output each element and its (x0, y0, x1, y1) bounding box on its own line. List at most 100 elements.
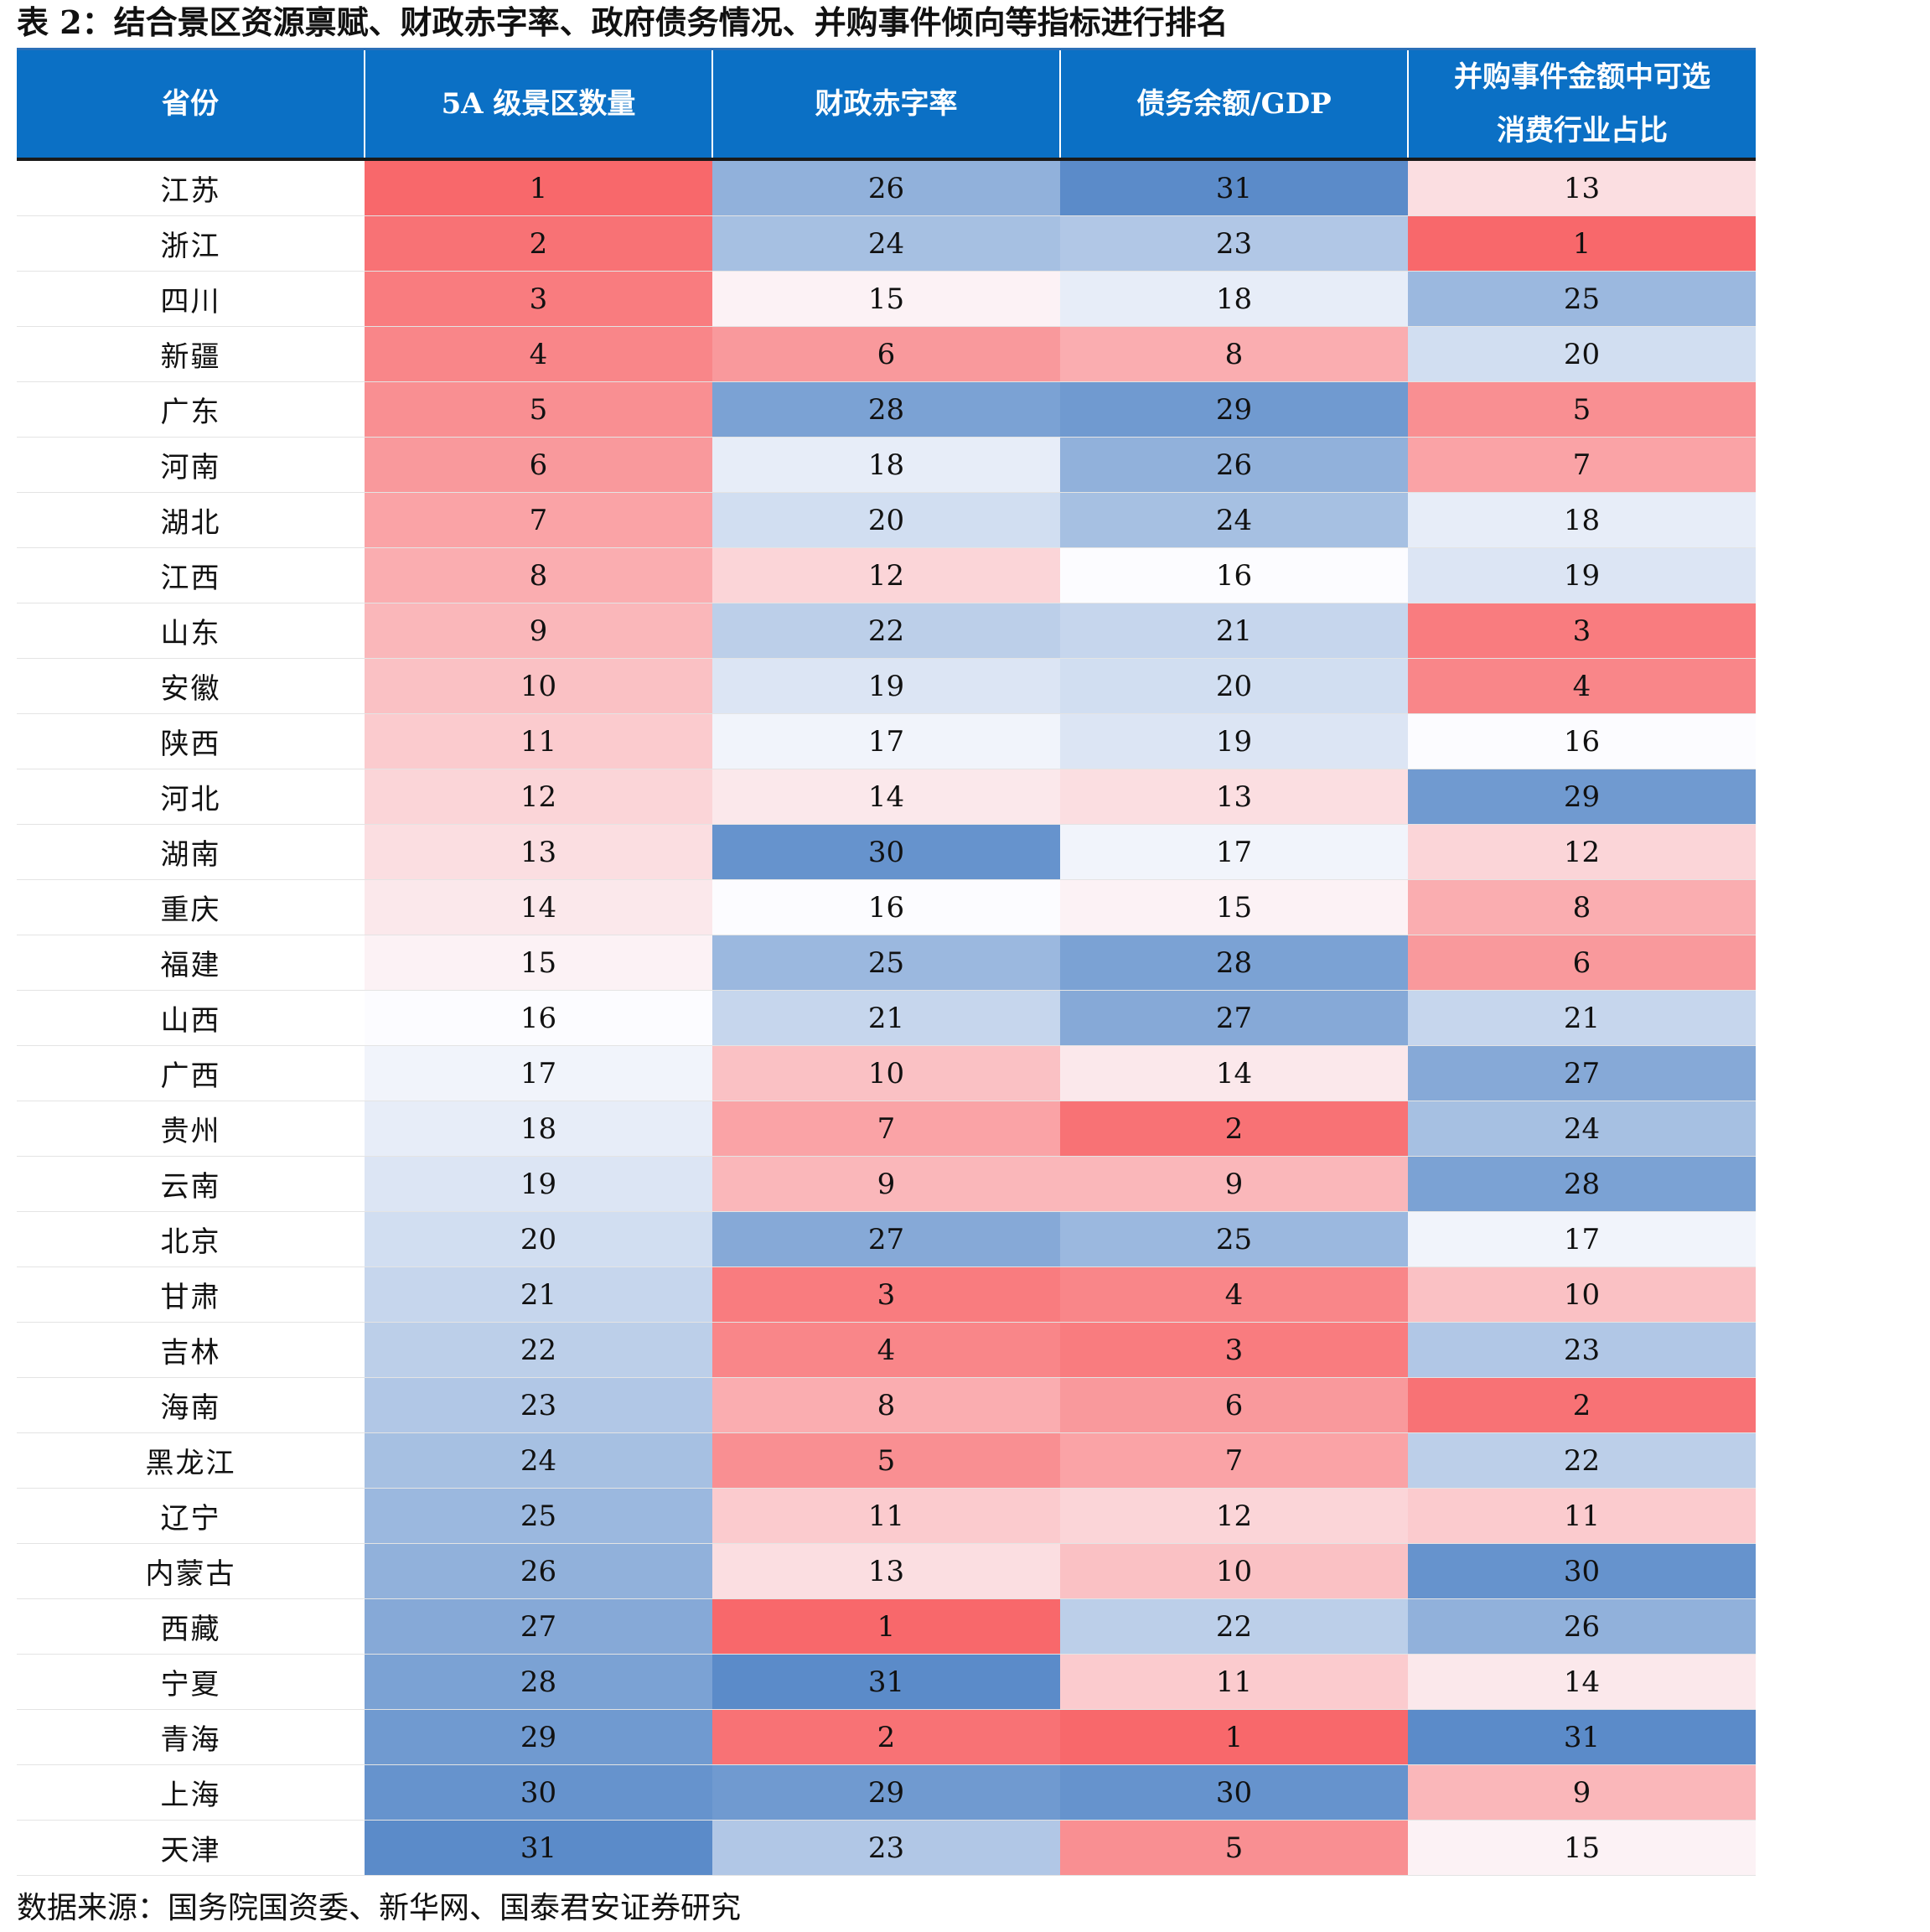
province-name: 宁夏 (17, 1654, 365, 1710)
province-name: 吉林 (17, 1322, 365, 1378)
5a-scenic-rank-cell: 3 (365, 271, 712, 327)
ma-consumer-rank-cell: 21 (1408, 990, 1756, 1046)
province-name: 海南 (17, 1377, 365, 1433)
province-name: 云南 (17, 1156, 365, 1212)
fiscal-deficit-rank-cell: 23 (712, 1820, 1060, 1876)
5a-scenic-rank-cell: 16 (365, 990, 712, 1046)
ma-consumer-rank-cell: 15 (1408, 1820, 1756, 1876)
5a-scenic-rank-cell: 20 (365, 1211, 712, 1267)
fiscal-deficit-rank-cell: 3 (712, 1266, 1060, 1323)
province-name: 河南 (17, 437, 365, 493)
5a-scenic-rank-cell: 10 (365, 658, 712, 714)
table-row: 吉林 22 4 3 23 (17, 1322, 1756, 1378)
province-name: 湖南 (17, 824, 365, 880)
fiscal-deficit-rank-cell: 25 (712, 935, 1060, 991)
debt-gdp-rank-cell: 10 (1060, 1543, 1408, 1599)
table-row: 新疆 4 6 8 20 (17, 326, 1756, 382)
ma-consumer-rank-cell: 27 (1408, 1045, 1756, 1101)
debt-gdp-rank-cell: 28 (1060, 935, 1408, 991)
debt-gdp-rank-cell: 2 (1060, 1101, 1408, 1157)
header-province: 省份 (17, 50, 365, 159)
ma-consumer-rank-cell: 28 (1408, 1156, 1756, 1212)
debt-gdp-rank-cell: 21 (1060, 603, 1408, 659)
5a-scenic-rank-cell: 25 (365, 1488, 712, 1544)
fiscal-deficit-rank-cell: 22 (712, 603, 1060, 659)
5a-scenic-rank-cell: 30 (365, 1764, 712, 1821)
debt-gdp-rank-cell: 20 (1060, 658, 1408, 714)
5a-scenic-rank-cell: 22 (365, 1322, 712, 1378)
table-row: 上海 30 29 30 9 (17, 1764, 1756, 1821)
table-row: 西藏 27 1 22 26 (17, 1598, 1756, 1655)
5a-scenic-rank-cell: 21 (365, 1266, 712, 1323)
ma-consumer-rank-cell: 3 (1408, 603, 1756, 659)
province-name: 内蒙古 (17, 1543, 365, 1599)
table-row: 黑龙江 24 5 7 22 (17, 1432, 1756, 1489)
province-name: 天津 (17, 1820, 365, 1876)
table-row: 浙江 2 24 23 1 (17, 215, 1756, 272)
table-row: 河北 12 14 13 29 (17, 769, 1756, 825)
table-row: 贵州 18 7 2 24 (17, 1101, 1756, 1157)
table-row: 内蒙古 26 13 10 30 (17, 1543, 1756, 1599)
province-name: 福建 (17, 935, 365, 991)
5a-scenic-rank-cell: 19 (365, 1156, 712, 1212)
ma-consumer-rank-cell: 5 (1408, 381, 1756, 438)
province-name: 江苏 (17, 161, 365, 216)
fiscal-deficit-rank-cell: 12 (712, 547, 1060, 603)
province-name: 黑龙江 (17, 1432, 365, 1489)
fiscal-deficit-rank-cell: 7 (712, 1101, 1060, 1157)
5a-scenic-rank-cell: 31 (365, 1820, 712, 1876)
table-row: 宁夏 28 31 11 14 (17, 1654, 1756, 1710)
5a-scenic-rank-cell: 23 (365, 1377, 712, 1433)
fiscal-deficit-rank-cell: 30 (712, 824, 1060, 880)
table-row: 云南 19 9 9 28 (17, 1156, 1756, 1212)
table-row: 河南 6 18 26 7 (17, 437, 1756, 493)
header-ma-line2: 消费行业占比 (1497, 114, 1668, 148)
ma-consumer-rank-cell: 31 (1408, 1709, 1756, 1765)
5a-scenic-rank-cell: 18 (365, 1101, 712, 1157)
table-row: 青海 29 2 1 31 (17, 1709, 1756, 1765)
5a-scenic-rank-cell: 9 (365, 603, 712, 659)
debt-gdp-rank-cell: 25 (1060, 1211, 1408, 1267)
ma-consumer-rank-cell: 20 (1408, 326, 1756, 382)
fiscal-deficit-rank-cell: 11 (712, 1488, 1060, 1544)
province-name: 安徽 (17, 658, 365, 714)
fiscal-deficit-rank-cell: 29 (712, 1764, 1060, 1821)
5a-scenic-rank-cell: 6 (365, 437, 712, 493)
province-name: 辽宁 (17, 1488, 365, 1544)
debt-gdp-rank-cell: 22 (1060, 1598, 1408, 1655)
header-fiscal-deficit-rate: 财政赤字率 (711, 50, 1060, 159)
province-name: 山西 (17, 990, 365, 1046)
province-name: 北京 (17, 1211, 365, 1267)
ma-consumer-rank-cell: 24 (1408, 1101, 1756, 1157)
table-row: 江苏 1 26 31 13 (17, 161, 1756, 216)
province-name: 河北 (17, 769, 365, 825)
debt-gdp-rank-cell: 5 (1060, 1820, 1408, 1876)
ma-consumer-rank-cell: 22 (1408, 1432, 1756, 1489)
debt-gdp-rank-cell: 19 (1060, 713, 1408, 769)
table-row: 湖南 13 30 17 12 (17, 824, 1756, 880)
5a-scenic-rank-cell: 26 (365, 1543, 712, 1599)
fiscal-deficit-rank-cell: 13 (712, 1543, 1060, 1599)
province-name: 甘肃 (17, 1266, 365, 1323)
fiscal-deficit-rank-cell: 31 (712, 1654, 1060, 1710)
debt-gdp-rank-cell: 6 (1060, 1377, 1408, 1433)
debt-gdp-rank-cell: 4 (1060, 1266, 1408, 1323)
fiscal-deficit-rank-cell: 14 (712, 769, 1060, 825)
ma-consumer-rank-cell: 17 (1408, 1211, 1756, 1267)
5a-scenic-rank-cell: 24 (365, 1432, 712, 1489)
fiscal-deficit-rank-cell: 27 (712, 1211, 1060, 1267)
fiscal-deficit-rank-cell: 4 (712, 1322, 1060, 1378)
debt-gdp-rank-cell: 14 (1060, 1045, 1408, 1101)
ma-consumer-rank-cell: 26 (1408, 1598, 1756, 1655)
5a-scenic-rank-cell: 17 (365, 1045, 712, 1101)
fiscal-deficit-rank-cell: 19 (712, 658, 1060, 714)
table-row: 北京 20 27 25 17 (17, 1211, 1756, 1267)
fiscal-deficit-rank-cell: 6 (712, 326, 1060, 382)
debt-gdp-rank-cell: 12 (1060, 1488, 1408, 1544)
ma-consumer-rank-cell: 16 (1408, 713, 1756, 769)
debt-gdp-rank-cell: 1 (1060, 1709, 1408, 1765)
5a-scenic-rank-cell: 15 (365, 935, 712, 991)
5a-scenic-rank-cell: 7 (365, 492, 712, 548)
debt-gdp-rank-cell: 30 (1060, 1764, 1408, 1821)
5a-scenic-rank-cell: 29 (365, 1709, 712, 1765)
